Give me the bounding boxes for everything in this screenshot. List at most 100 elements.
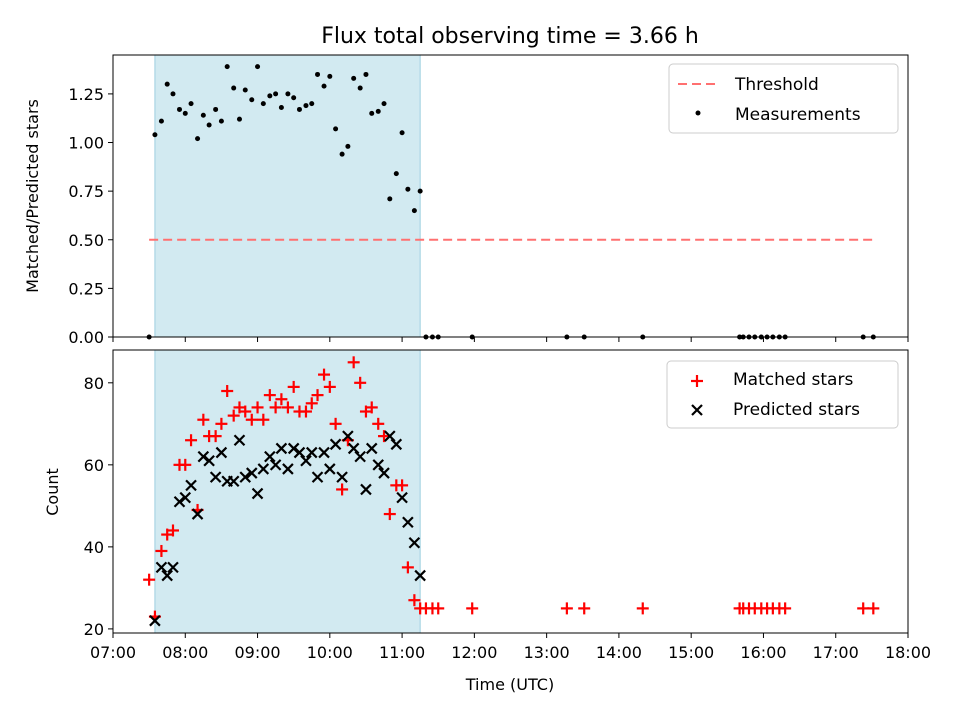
predicted-star-point <box>342 430 354 442</box>
matched-star-point <box>408 594 421 607</box>
predicted-star-point <box>173 495 186 508</box>
measurement-point <box>375 108 381 114</box>
measurement-point <box>273 91 279 97</box>
matched-star-point <box>560 602 573 615</box>
top-y-tick-label: 0.00 <box>68 328 104 347</box>
predicted-star-point <box>282 463 294 475</box>
predicted-star-point <box>396 491 408 504</box>
matched-star-point <box>251 401 264 414</box>
measurement-point <box>213 106 219 112</box>
matched-star-point <box>209 430 222 443</box>
legend-predicted-swatch <box>691 404 703 416</box>
predicted-star-point <box>203 454 215 467</box>
x-tick-label: 08:00 <box>162 643 208 662</box>
matched-star-point <box>227 409 240 422</box>
measurement-point <box>333 126 339 132</box>
predicted-star-point <box>191 508 204 520</box>
predicted-star-point <box>257 463 270 475</box>
measurement-point <box>231 85 237 91</box>
matched-star-point <box>318 368 331 381</box>
x-tick-label: 09:00 <box>234 643 280 662</box>
predicted-star-point <box>347 442 360 455</box>
predicted-star-point <box>185 479 197 492</box>
predicted-star-point <box>336 471 348 483</box>
top-legend: Threshold Measurements <box>668 63 899 134</box>
legend-measurements-label: Measurements <box>735 105 861 125</box>
predicted-star-point <box>372 459 385 471</box>
matched-star-point <box>263 389 276 402</box>
measurement-point <box>387 196 393 202</box>
top-y-axis-label: Matched/Predicted stars <box>23 99 42 293</box>
matched-star-point <box>466 602 479 615</box>
predicted-star-point <box>329 438 342 451</box>
measurement-point <box>357 85 363 91</box>
measurement-point <box>417 188 423 194</box>
legend-predicted-label: Predicted stars <box>733 400 860 420</box>
matched-star-point <box>275 393 288 406</box>
measurement-point <box>170 91 176 97</box>
predicted-star-point <box>402 516 414 529</box>
predicted-star-point <box>149 614 161 627</box>
matched-star-point <box>336 483 349 496</box>
legend-measurements-swatch <box>695 110 701 116</box>
top-x-ticks <box>112 337 909 342</box>
measurement-point <box>188 101 194 107</box>
bottom-axes-frame <box>112 349 909 634</box>
predicted-star-point <box>239 471 252 483</box>
measurement-point <box>369 110 375 116</box>
matched-star-point <box>245 413 258 426</box>
top-observing-window-shade <box>154 54 421 338</box>
bottom-legend: Matched stars Predicted stars <box>666 360 899 429</box>
predicted-star-point <box>360 483 372 496</box>
measurement-point <box>200 112 206 118</box>
chart-title: Flux total observing time = 3.66 h <box>321 24 699 49</box>
matched-star-point <box>365 401 378 414</box>
predicted-star-point <box>251 487 264 500</box>
x-tick-label: 13:00 <box>524 643 570 662</box>
bottom-y-tick-label: 20 <box>84 620 104 639</box>
matched-star-point <box>221 385 234 398</box>
predicted-star-point <box>264 450 276 463</box>
bottom-y-tick-label: 80 <box>84 374 104 393</box>
x-tick-label: 12:00 <box>451 643 497 662</box>
matched-star-point <box>378 430 391 443</box>
matched-star-point <box>383 508 396 521</box>
measurement-point <box>291 95 297 101</box>
measurement-point <box>327 73 333 79</box>
measurement-point <box>224 64 230 70</box>
top-data-marks <box>146 64 876 340</box>
predicted-star-point <box>197 450 210 463</box>
predicted-star-point <box>209 471 222 483</box>
matched-star-point <box>401 561 414 574</box>
bottom-y-tick-label: 60 <box>84 456 104 475</box>
predicted-star-point <box>287 442 300 455</box>
measurement-point <box>195 136 201 142</box>
top-y-tick-label: 0.75 <box>68 182 104 201</box>
matched-star-point <box>239 405 252 418</box>
predicted-star-point <box>269 459 282 471</box>
measurement-point <box>285 91 291 97</box>
predicted-star-point <box>365 442 378 455</box>
measurement-point <box>260 101 266 107</box>
x-tick-label: 18:00 <box>885 643 931 662</box>
measurement-point <box>321 83 327 89</box>
measurement-point <box>339 151 345 157</box>
measurement-point <box>363 71 369 77</box>
x-tick-label: 15:00 <box>668 643 714 662</box>
measurement-point <box>218 118 224 124</box>
measurement-point <box>303 103 309 109</box>
predicted-star-point <box>414 569 426 582</box>
matched-star-point <box>354 376 367 389</box>
matched-star-point <box>155 544 168 557</box>
measurement-point <box>164 81 170 87</box>
measurement-point <box>182 110 188 116</box>
predicted-star-point <box>324 463 336 475</box>
predicted-star-point <box>318 446 330 459</box>
predicted-star-point <box>378 467 390 479</box>
matched-star-point <box>329 417 342 430</box>
measurement-point <box>206 122 212 128</box>
bottom-panel: 20 40 60 80 07:00 08:00 09:00 10:00 11:00 12:00 1… <box>43 349 931 694</box>
predicted-star-point <box>155 561 168 574</box>
measurement-point <box>405 186 411 192</box>
